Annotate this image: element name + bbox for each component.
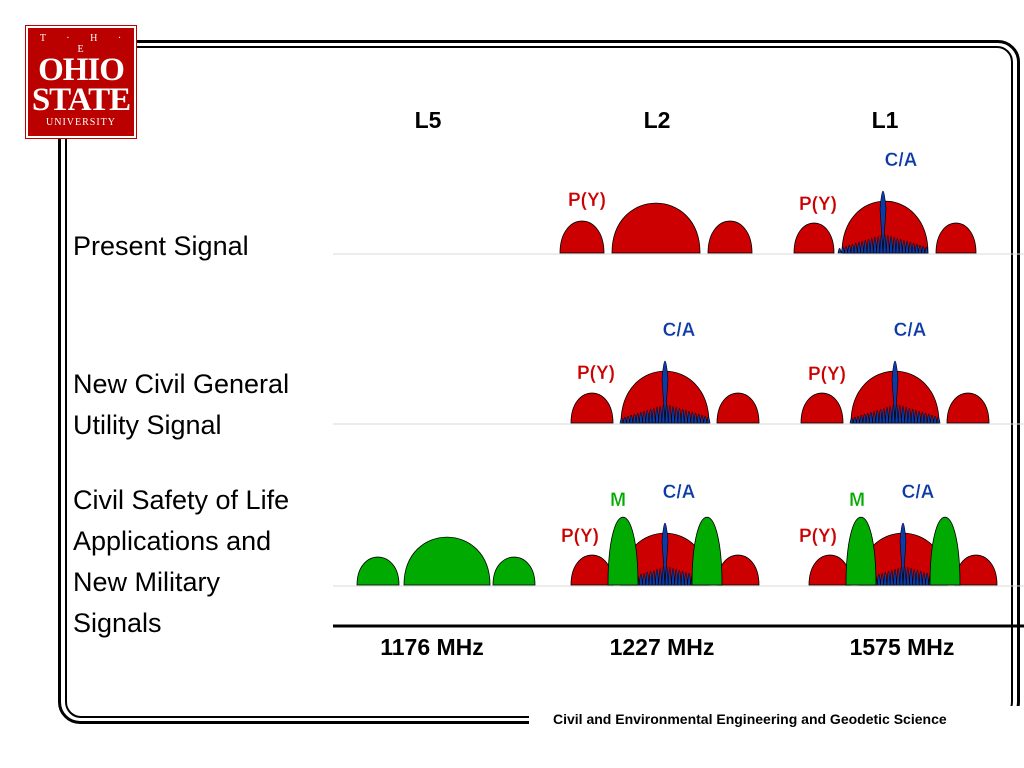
py-side-lobe: [954, 554, 998, 586]
py-side-lobe: [800, 392, 844, 424]
label-ca: C/A: [902, 482, 935, 503]
l5-main-lobe: [403, 536, 491, 586]
label-m: M: [849, 490, 865, 511]
ca-signal-spike: [837, 190, 929, 254]
l5-side-lobe: [356, 556, 400, 586]
py-side-lobe: [559, 220, 605, 254]
ca-signal-spike: [619, 360, 711, 424]
footer-department: Civil and Environmental Engineering and …: [529, 706, 1024, 732]
label-py: P(Y): [561, 526, 599, 547]
l5-side-lobe: [492, 556, 536, 586]
label-py: P(Y): [568, 190, 606, 211]
m-code-lobe: [845, 517, 877, 586]
frequency-label-l2: 1227 MHz: [609, 634, 715, 660]
label-py: P(Y): [799, 526, 837, 547]
label-py: P(Y): [808, 364, 846, 385]
band-header-l1: L1: [871, 107, 899, 133]
logo-ohio: OHIO: [38, 52, 125, 88]
label-py: P(Y): [799, 194, 837, 215]
m-code-lobe: [691, 517, 723, 586]
py-side-lobe: [935, 222, 977, 254]
row-label-line: Civil Safety of Life: [73, 485, 290, 515]
py-side-lobe: [946, 392, 990, 424]
frequency-label-l1: 1575 MHz: [849, 634, 955, 660]
label-ca: C/A: [663, 320, 696, 341]
row-label-civil-general: New Civil General Utility Signal: [73, 364, 289, 446]
row-label-line: Signals: [73, 608, 162, 638]
row-label-present: Present Signal: [73, 226, 249, 267]
frequency-label-l5: 1176 MHz: [380, 634, 484, 660]
row-label-safety-of-life: Civil Safety of Life Applications and Ne…: [73, 480, 289, 644]
ca-signal-spike: [849, 360, 941, 424]
row-label-line: Utility Signal: [73, 410, 222, 440]
ohio-state-logo: T · H · E OHIO STATE UNIVERSITY: [25, 25, 137, 139]
row-label-line: Applications and: [73, 526, 272, 556]
row-label-line: New Civil General: [73, 369, 290, 399]
band-header-l5: L5: [414, 107, 442, 133]
py-side-lobe: [716, 554, 760, 586]
logo-state: STATE: [31, 82, 131, 118]
py-main-lobe: [611, 202, 701, 254]
label-ca: C/A: [885, 150, 918, 171]
logo-the: T · H · E: [39, 33, 131, 55]
band-header-l2: L2: [643, 107, 671, 133]
label-ca: C/A: [663, 482, 696, 503]
py-side-lobe: [570, 554, 614, 586]
logo-university: UNIVERSITY: [46, 117, 116, 128]
row-label-line: New Military: [73, 567, 221, 597]
py-side-lobe: [793, 222, 835, 254]
label-py: P(Y): [577, 363, 615, 384]
m-code-lobe: [929, 517, 961, 586]
label-ca: C/A: [894, 320, 927, 341]
py-side-lobe: [707, 220, 753, 254]
py-side-lobe: [716, 392, 760, 424]
py-side-lobe: [808, 554, 852, 586]
row-label-line: Present Signal: [73, 231, 249, 261]
py-side-lobe: [570, 392, 614, 424]
label-m: M: [610, 490, 626, 511]
m-code-lobe: [607, 517, 639, 586]
